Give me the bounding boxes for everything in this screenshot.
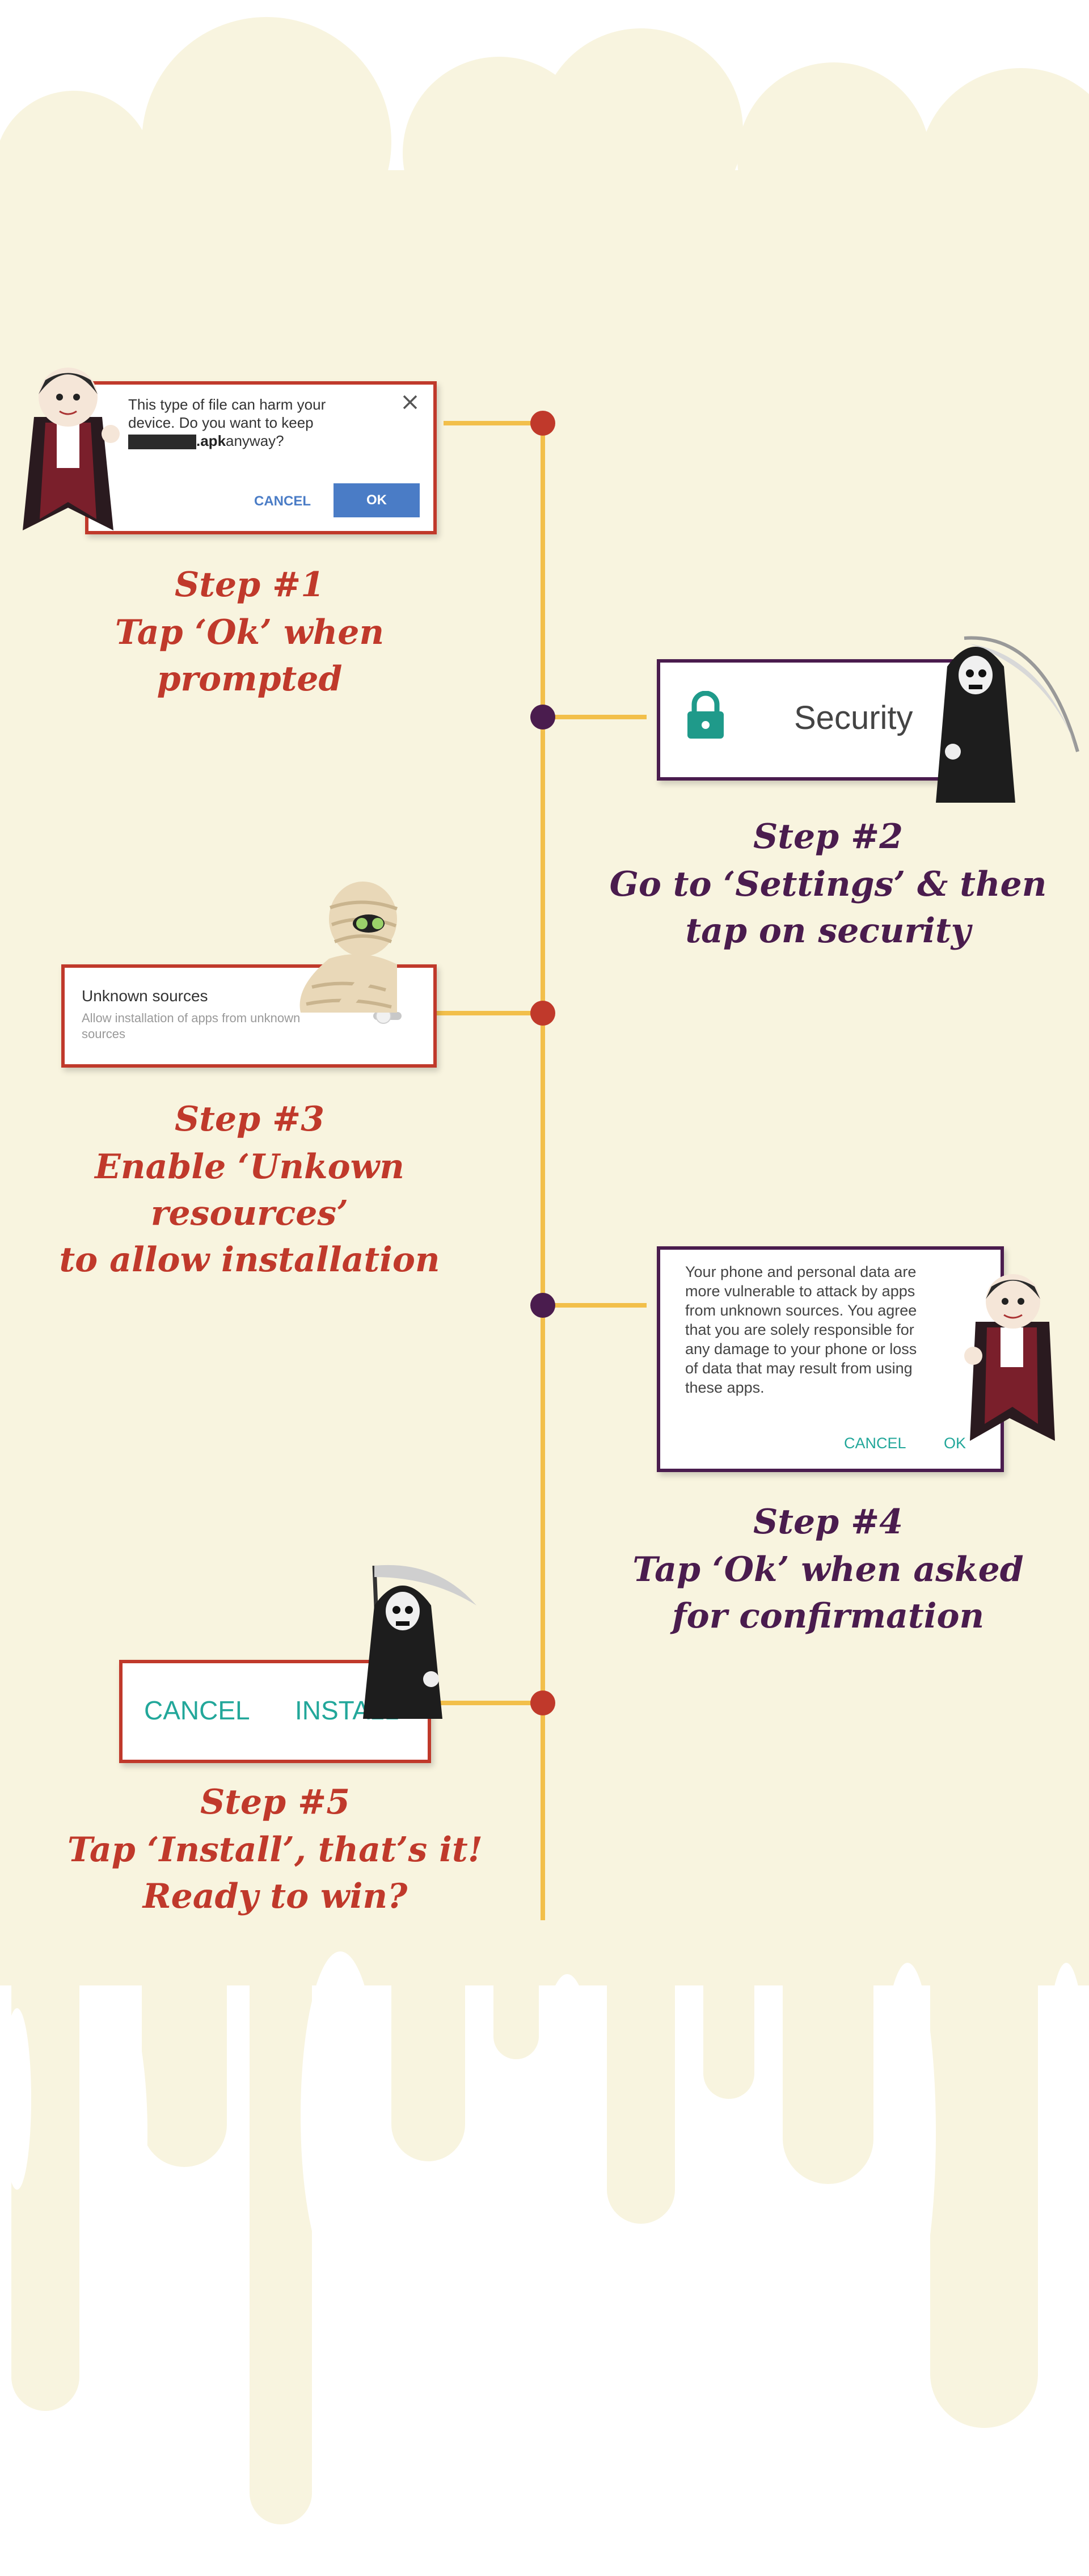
timeline-line: [541, 423, 545, 1920]
lock-icon: [685, 690, 726, 743]
step2-desc-line2: tap on security: [685, 911, 971, 951]
connector-step4: [544, 1303, 647, 1308]
cancel-button[interactable]: CANCEL: [254, 494, 311, 509]
confirm-line3: from unknown sources. You agree: [685, 1302, 917, 1319]
step5-desc-line2: Ready to win?: [142, 1877, 408, 1916]
dialog-message-line2: device. Do you want to keep: [128, 414, 314, 431]
step5-caption: Step #5 Tap ‘Install’, that’s it! Ready …: [48, 1778, 502, 1920]
connector-step3: [437, 1011, 539, 1015]
security-label: Security: [794, 699, 913, 736]
vampire-icon: [23, 368, 120, 530]
step1-desc-line1: Tap ‘Ok’ when prompted: [115, 613, 385, 699]
cancel-button[interactable]: CANCEL: [144, 1696, 250, 1725]
step5-desc-line1: Tap ‘Install’, that’s it!: [67, 1830, 483, 1870]
step2-desc-line1: Go to ‘Settings’ & then: [609, 865, 1047, 904]
ok-button[interactable]: OK: [334, 483, 420, 517]
step2-security-setting[interactable]: Security: [657, 659, 981, 781]
grim-reaper-icon: [363, 1565, 476, 1719]
step1-caption: Step #1 Tap ‘Ok’ when prompted: [23, 560, 476, 702]
step4-title: Step #4: [753, 1502, 904, 1542]
dialog-message-end: anyway?: [226, 432, 284, 449]
step4-caption: Step #4 Tap ‘Ok’ when asked for confirma…: [601, 1498, 1055, 1639]
step3-desc-line1: Enable ‘Unkown resources’: [95, 1147, 404, 1233]
redacted-filename: [128, 435, 196, 449]
unknown-sources-subtitle-line1: Allow installation of apps from unknown: [82, 1011, 301, 1025]
unknown-sources-subtitle-line2: sources: [82, 1027, 126, 1041]
step4-desc-line1: Tap ‘Ok’ when asked: [632, 1550, 1024, 1590]
step1-title: Step #1: [174, 565, 325, 605]
confirm-line7: these apps.: [685, 1379, 765, 1396]
step3-desc-line2: to allow installation: [59, 1240, 440, 1280]
timeline-dot-step3: [530, 1001, 555, 1026]
vampire-icon: [964, 1274, 1055, 1441]
confirm-line4: that you are solely responsible for: [685, 1321, 914, 1338]
cancel-button[interactable]: CANCEL: [844, 1435, 906, 1452]
filename-suffix: .apk: [196, 432, 226, 449]
step5-title: Step #5: [200, 1782, 351, 1822]
connector-step1: [444, 421, 540, 425]
timeline-dot-step1: [530, 411, 555, 436]
confirm-line2: more vulnerable to attack by apps: [685, 1283, 915, 1300]
step1-download-warning-dialog: This type of file can harm your device. …: [85, 381, 437, 534]
step2-caption: Step #2 Go to ‘Settings’ & then tap on s…: [601, 812, 1055, 954]
step4-confirmation-dialog: Your phone and personal data are more vu…: [657, 1246, 1004, 1472]
timeline-dot-step4: [530, 1293, 555, 1318]
grim-reaper-icon: [936, 636, 1079, 803]
dialog-message-line1: This type of file can harm your: [128, 396, 326, 413]
step2-title: Step #2: [753, 817, 904, 857]
connector-step5: [431, 1701, 539, 1705]
ok-button[interactable]: OK: [944, 1435, 966, 1452]
unknown-sources-title: Unknown sources: [82, 987, 208, 1005]
ok-button-label: OK: [366, 492, 387, 508]
step4-desc-line2: for confirmation: [672, 1596, 985, 1636]
confirm-line6: of data that may result from using: [685, 1360, 913, 1377]
connector-step2: [544, 715, 647, 719]
timeline-dot-step5: [530, 1690, 555, 1715]
step3-caption: Step #3 Enable ‘Unkown resources’ to all…: [11, 1095, 488, 1283]
step3-title: Step #3: [174, 1099, 325, 1139]
confirm-line1: Your phone and personal data are: [685, 1263, 917, 1280]
confirm-line5: any damage to your phone or loss: [685, 1340, 917, 1357]
close-icon[interactable]: [400, 393, 420, 412]
timeline-dot-step2: [530, 705, 555, 730]
mummy-icon: [299, 882, 398, 1013]
